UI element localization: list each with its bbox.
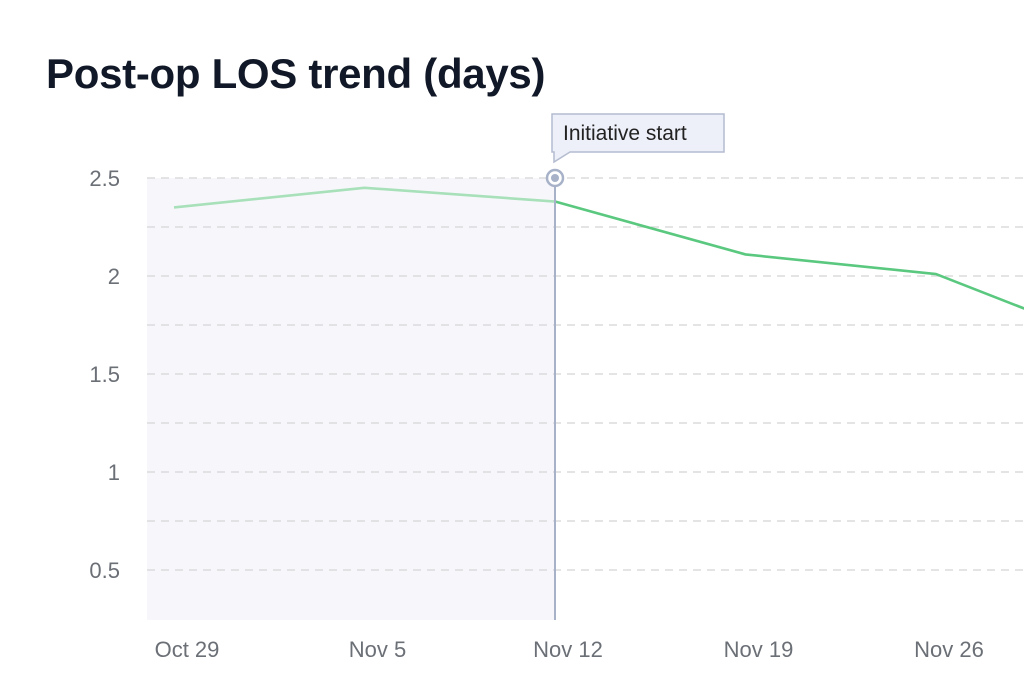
x-tick-label: Nov 26 — [914, 637, 984, 662]
x-tick-label: Nov 12 — [533, 637, 603, 662]
y-tick-label: 2 — [108, 264, 120, 289]
x-tick-label: Nov 19 — [724, 637, 794, 662]
x-tick-label: Nov 5 — [349, 637, 406, 662]
y-tick-label: 2.5 — [89, 166, 120, 191]
annotation-marker-dot — [551, 174, 559, 182]
chart-title: Post-op LOS trend (days) — [46, 50, 546, 97]
annotation-label: Initiative start — [563, 122, 687, 145]
y-tick-label: 1 — [108, 460, 120, 485]
series-line-before — [173, 186, 556, 209]
annotation-callout — [551, 113, 725, 164]
pre-period-shade — [147, 178, 555, 620]
x-tick-label: Oct 29 — [155, 637, 220, 662]
series-line-after — [554, 200, 1024, 310]
y-tick-label: 0.5 — [89, 558, 120, 583]
y-tick-label: 1.5 — [89, 362, 120, 387]
